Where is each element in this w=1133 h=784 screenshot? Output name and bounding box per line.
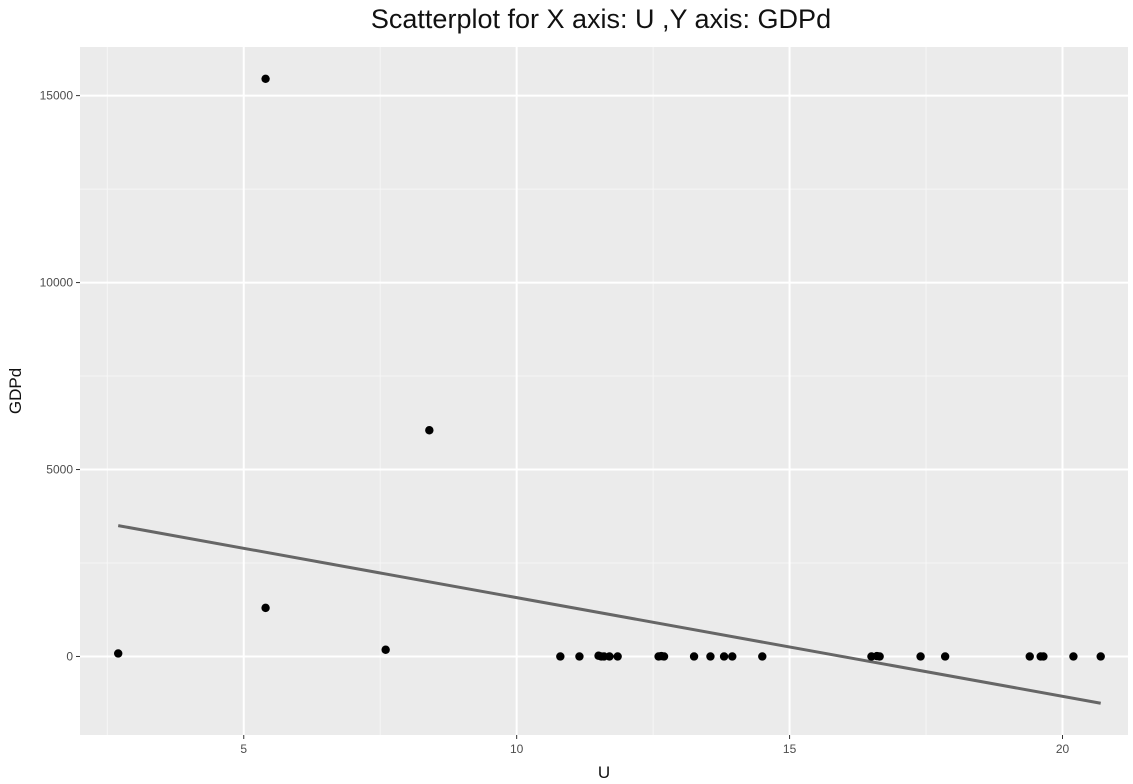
x-tick-label: 15 (783, 742, 797, 756)
x-tick-label: 20 (1056, 742, 1070, 756)
data-point (381, 645, 390, 654)
data-point (689, 652, 699, 661)
data-point (875, 652, 884, 661)
major-gridlines (80, 47, 1128, 735)
data-point (719, 652, 729, 661)
data-point (1096, 652, 1105, 661)
y-axis-ticks: 0 5000 10000 15000 (40, 89, 80, 663)
x-tick-label: 5 (240, 742, 247, 756)
data-point (1069, 652, 1078, 661)
y-tick-label: 0 (66, 649, 73, 663)
y-tick-label: 15000 (40, 89, 74, 103)
y-tick-label: 5000 (46, 463, 73, 477)
data-point (940, 652, 950, 661)
plot-panel (80, 47, 1128, 735)
trend-line-group (117, 524, 1101, 705)
data-point (659, 652, 669, 661)
data-point (261, 74, 270, 83)
data-point (1039, 652, 1048, 661)
y-tick-label: 10000 (40, 276, 74, 290)
data-point (556, 652, 565, 661)
x-tick-label: 10 (510, 742, 524, 756)
data-point (758, 652, 767, 661)
data-point (575, 652, 584, 661)
trend-line (117, 524, 1101, 705)
data-points (114, 74, 1105, 661)
x-axis-label: U (598, 763, 610, 782)
data-point (1025, 652, 1034, 661)
x-axis-ticks: 5 10 15 20 (240, 735, 1069, 756)
data-point (261, 603, 270, 613)
data-point (605, 652, 614, 661)
y-axis-label: GDPd (6, 368, 25, 414)
data-point (425, 426, 434, 435)
data-point (916, 652, 925, 661)
data-point (706, 652, 715, 661)
chart-title: Scatterplot for X axis: U ,Y axis: GDPd (371, 4, 831, 34)
data-point (728, 652, 737, 661)
minor-gridlines (80, 47, 1128, 735)
data-point (613, 652, 622, 661)
data-point (114, 649, 123, 658)
